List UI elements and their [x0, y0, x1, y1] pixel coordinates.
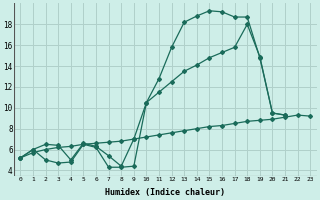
X-axis label: Humidex (Indice chaleur): Humidex (Indice chaleur): [105, 188, 225, 197]
